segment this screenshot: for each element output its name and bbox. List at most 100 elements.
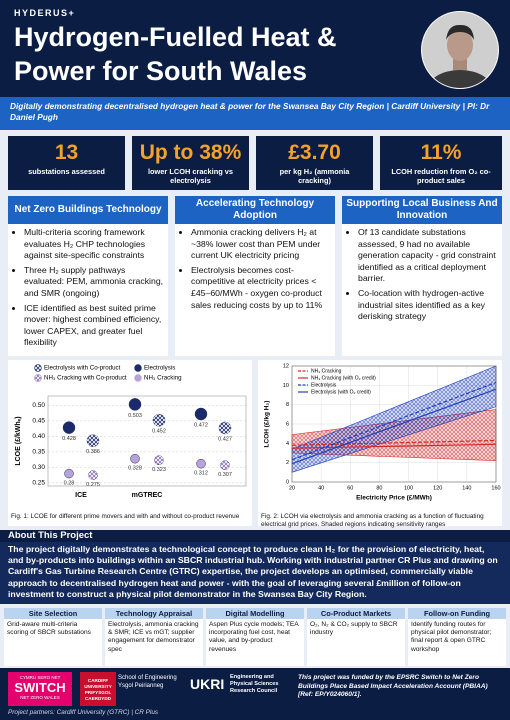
switch-logo: CYMRU SERO NET SWITCH NET ZERO WALES xyxy=(8,672,72,706)
y-tick-label: 8 xyxy=(286,402,289,408)
legend-label: NH₃ Cracking xyxy=(311,368,342,374)
epsrc-logo: Engineering and Physical Sciences Resear… xyxy=(230,674,279,694)
caption: Fig. 1: LCOE for different prime movers … xyxy=(11,513,240,520)
data-point-hatch xyxy=(88,470,98,480)
x-tick-label: 60 xyxy=(347,485,353,491)
x-tick-label: 80 xyxy=(376,485,382,491)
bullet: Co-location with hydrogen-active industr… xyxy=(358,288,498,323)
data-label: 0.386 xyxy=(86,449,100,455)
stat-value: 11% xyxy=(420,141,462,164)
legend-label: Electrolysis xyxy=(311,382,337,388)
data-label: 0.28 xyxy=(64,481,75,487)
stat-value: £3.70 xyxy=(288,141,341,164)
column-title: Net Zero Buildings Technology xyxy=(8,196,168,224)
data-point xyxy=(64,468,74,479)
school-text: School of Engineering Ysgol Peirianneg xyxy=(118,674,188,690)
legend-label: Electrolysis xyxy=(144,365,175,372)
y-tick-label: 6 xyxy=(286,421,289,427)
stat-card: £3.70 per kg H₂ (ammonia cracking) xyxy=(256,136,373,190)
series-line xyxy=(291,381,497,461)
stat-label: substations assessed xyxy=(28,167,105,176)
column: Accelerating Technology Adoption Ammonia… xyxy=(175,196,335,356)
data-point xyxy=(128,398,142,411)
legend-label: NH₃ Cracking xyxy=(144,375,182,382)
x-tick-label: 160 xyxy=(491,485,500,491)
y-tick-label: 0 xyxy=(286,479,289,485)
column: Net Zero Buildings Technology Multi-crit… xyxy=(8,196,168,356)
legend-label: Electrolysis (with O₂ credit) xyxy=(311,389,371,395)
y-axis-label: LCOE (£/kWhₑ) xyxy=(15,416,22,465)
chart: 0 2 4 6 8 10 12 20 40 60 80 100 120 140 160 Electricity… xyxy=(264,363,501,502)
stat-label: per kg H₂ (ammonia cracking) xyxy=(279,167,350,185)
stat-card: 13 substations assessed xyxy=(8,136,125,190)
cardiff-logo: CARDIFF UNIVERSITY PRIFYSGOL CAERDYDD xyxy=(80,672,116,706)
x-tick-label: 100 xyxy=(404,485,413,491)
about-text: The project digitally demonstrates a tec… xyxy=(8,544,498,599)
bullet: Three H₂ supply pathways evaluated: PEM,… xyxy=(24,265,164,300)
step-text: Grid-aware multi-criteria scoring of SBC… xyxy=(7,621,91,637)
ukri-logo: UKRI xyxy=(190,676,225,692)
data-label: 0.312 xyxy=(194,471,208,477)
legend-marker xyxy=(134,364,142,372)
stat-label: LCOH reduction from O₂ co-product sales xyxy=(391,167,491,185)
step: Co-Product Markets O₂, N₂ & CO₂ supply to… xyxy=(307,608,405,666)
y-tick-label: 10 xyxy=(283,383,289,389)
data-point-hatch xyxy=(219,421,231,434)
legend-marker-hatch xyxy=(34,374,42,382)
step-title: Digital Modelling xyxy=(206,608,304,619)
y-tick-label: 12 xyxy=(283,363,289,369)
legend-label: NH₃ Cracking (with O₂ credit) xyxy=(311,375,376,381)
data-point xyxy=(130,453,140,464)
stat-label: lower LCOH cracking vs electrolysis xyxy=(147,167,234,185)
y-tick-label: 0.40 xyxy=(32,433,45,440)
bullet: Of 13 candidate substations assessed, 9 … xyxy=(358,227,498,285)
step-text: Identify funding routes for physical pil… xyxy=(411,621,492,653)
portrait-photo xyxy=(421,11,499,89)
logo-text: CYMRU SERO NET xyxy=(19,675,61,680)
footer: CYMRU SERO NET SWITCH NET ZERO WALES CAR… xyxy=(0,668,510,720)
chart: 0.25 0.30 0.35 0.40 0.45 0.50 LCOE (£/kWhₑ) ICE… xyxy=(15,364,247,499)
x-tick-label: 40 xyxy=(318,485,324,491)
bullet: ICE identified as best suited prime move… xyxy=(24,303,164,349)
data-point xyxy=(196,458,206,469)
y-tick-label: 2 xyxy=(286,460,289,466)
data-label: 0.427 xyxy=(218,436,232,442)
plot-frame xyxy=(291,365,497,483)
subtitle-bar: Digitally demonstrating decentralised hy… xyxy=(0,97,510,130)
section-header: About This Project xyxy=(0,530,510,542)
figure: 0.25 0.30 0.35 0.40 0.45 0.50 LCOE (£/kWhₑ) ICE… xyxy=(8,360,252,526)
data-label: 0.428 xyxy=(62,436,76,442)
data-point-hatch xyxy=(87,434,99,447)
data-point xyxy=(62,421,76,434)
data-label: 0.275 xyxy=(86,482,100,488)
logo-text: NET ZERO WALES xyxy=(20,695,60,700)
data-point-hatch xyxy=(153,414,165,427)
x-tick-label: 20 xyxy=(289,485,295,491)
step-text: Aspen Plus cycle models; TEA incorporati… xyxy=(209,621,299,653)
logo-text: School of Engineering xyxy=(118,675,177,681)
step-text: O₂, N₂ & CO₂ supply to SBCR industry xyxy=(310,621,398,637)
data-point-hatch xyxy=(220,460,230,470)
step-title: Technology Appraisal xyxy=(105,608,203,619)
data-label: 0.307 xyxy=(218,472,232,478)
brand: HYDERUS+ xyxy=(14,8,76,18)
y-tick-label: 0.30 xyxy=(32,464,45,471)
x-axis-label: Electricity Price (£/MWh) xyxy=(356,495,432,502)
data-label: 0.323 xyxy=(152,467,166,473)
x-tick-label: mGTREC xyxy=(132,492,163,499)
legend-marker-hatch xyxy=(34,364,42,372)
step: Follow-on Funding Identify funding routes… xyxy=(408,608,506,666)
stat-card: 11% LCOH reduction from O₂ co-product sal… xyxy=(380,136,502,190)
logo-text: PRIFYSGOL CAERDYDD xyxy=(84,690,112,701)
y-axis-label: LCOH (£/kg H₂) xyxy=(264,401,271,448)
partners-text: Project partners: Cardiff University (GT… xyxy=(8,709,159,716)
step: Digital Modelling Aspen Plus cycle models… xyxy=(206,608,304,666)
logo-text: Ysgol Peirianneg xyxy=(118,683,164,689)
step-title: Follow-on Funding xyxy=(408,608,506,619)
series-line xyxy=(291,439,497,446)
data-point-hatch xyxy=(154,455,164,465)
x-tick-label: 140 xyxy=(462,485,471,491)
legend-marker xyxy=(134,374,142,382)
subtitle: Digitally demonstrating decentralised hy… xyxy=(10,101,490,122)
data-label: 0.503 xyxy=(128,413,142,419)
